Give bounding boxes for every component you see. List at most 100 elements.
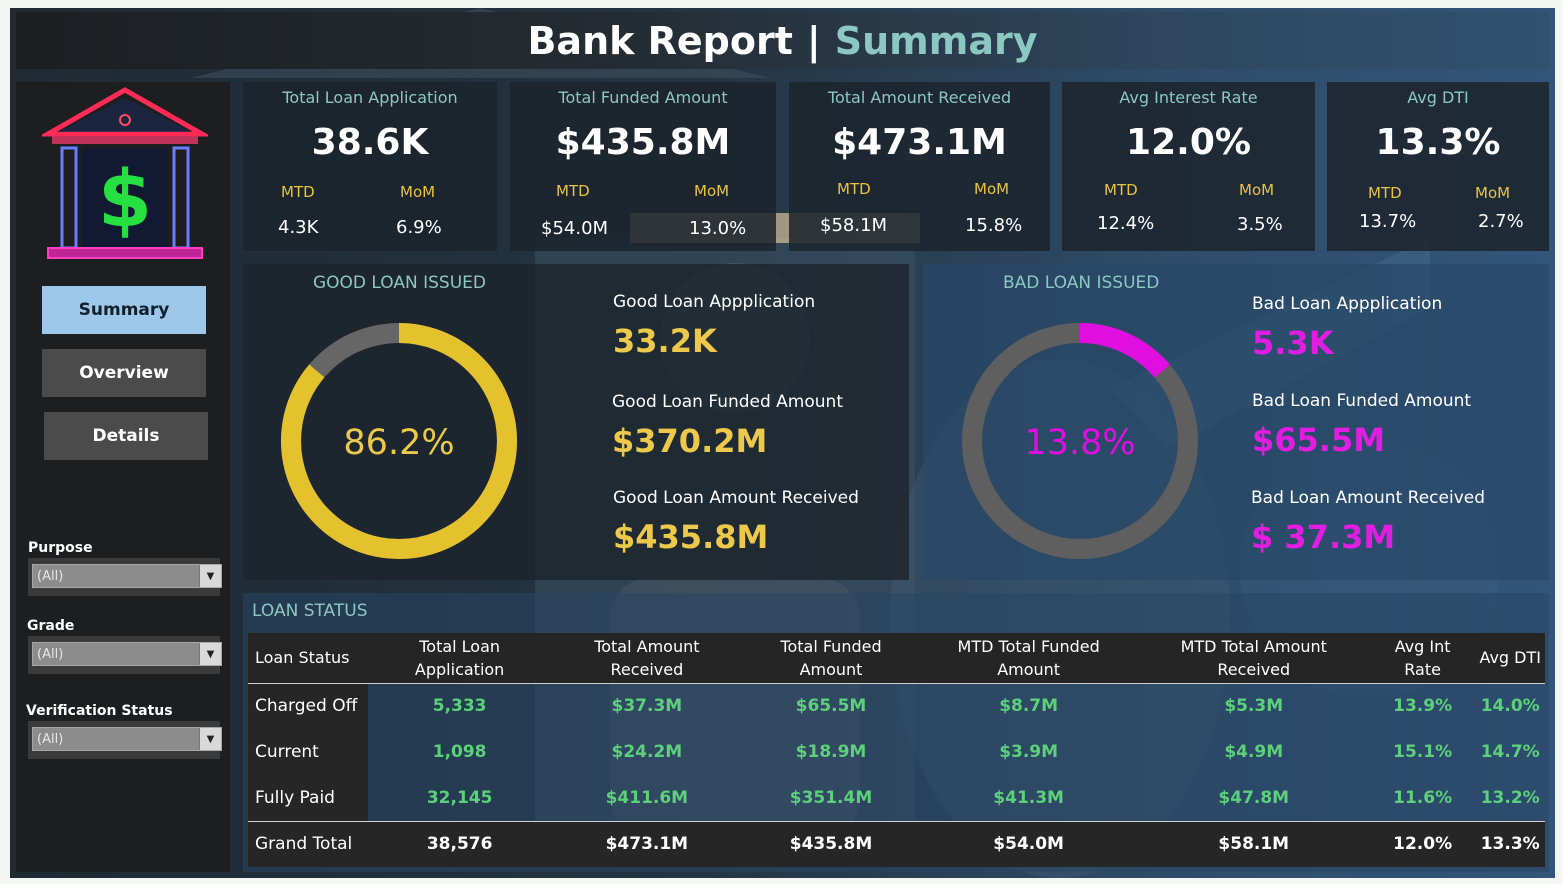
nav-details-button[interactable]: Details — [44, 412, 208, 460]
purpose-select[interactable]: (All) ▼ — [32, 564, 222, 588]
good-application-value: 33.2K — [613, 322, 717, 360]
bad-received-value: $ 37.3M — [1251, 518, 1396, 556]
grade-select[interactable]: (All) ▼ — [32, 642, 222, 666]
verification-filter-label: Verification Status — [26, 703, 173, 719]
bad-loan-donut-arc — [962, 323, 1198, 559]
bad-funded-label: Bad Loan Funded Amount — [1252, 391, 1472, 411]
title-separator: | — [806, 18, 821, 63]
kpi-total-loan-application: Total Loan Application 38.6K MTD MoM 4.3… — [243, 82, 497, 251]
kpi-mom-value: 15.8% — [965, 215, 1023, 236]
bad-loan-title: BAD LOAN ISSUED — [1003, 273, 1160, 293]
kpi-mtd-label: MTD — [556, 182, 590, 200]
kpi-avg-interest-rate: Avg Interest Rate 12.0% MTD MoM 12.4% 3.… — [1062, 82, 1315, 251]
chevron-down-icon[interactable]: ▼ — [199, 565, 221, 587]
table-cell: $41.3M — [993, 787, 1064, 808]
grade-filter: (All) ▼ — [28, 636, 222, 674]
column-header[interactable]: Avg DTI — [1475, 633, 1545, 683]
table-cell: $411.6M — [605, 787, 689, 808]
good-application-label: Good Loan Appplication — [613, 292, 816, 312]
column-header[interactable]: Total Loan Application — [368, 633, 552, 683]
table-cell: $4.9M — [1224, 742, 1284, 762]
bad-application-value: 5.3K — [1252, 324, 1334, 362]
column-header[interactable]: Loan Status — [248, 633, 368, 683]
table-cell: $58.1M — [1137, 820, 1370, 867]
kpi-mtd-label: MTD — [837, 180, 871, 198]
kpi-total-funded-amount: Total Funded Amount $435.8M MTD MoM $54.… — [510, 82, 776, 251]
table-cell: $8.7M — [999, 696, 1059, 717]
kpi-title: Avg DTI — [1407, 88, 1469, 107]
table-cell: $18.9M — [795, 742, 867, 762]
nav-summary-button[interactable]: Summary — [42, 286, 206, 334]
table-cell: $65.5M — [795, 696, 867, 717]
table-row[interactable]: Charged Off 5,333 $37.3M $65.5M $8.7M $5… — [248, 683, 1545, 729]
bad-received-label: Bad Loan Amount Received — [1251, 488, 1485, 508]
table-cell: Fully Paid — [248, 775, 368, 821]
kpi-title: Avg Interest Rate — [1119, 88, 1258, 107]
report-subtitle: Summary — [834, 18, 1038, 63]
verification-select[interactable]: (All) ▼ — [32, 727, 222, 751]
table-cell: $24.2M — [611, 742, 683, 762]
chevron-down-icon[interactable]: ▼ — [199, 728, 221, 750]
table-row[interactable]: Fully Paid 32,145 $411.6M $351.4M $41.3M… — [248, 775, 1545, 821]
kpi-mtd-value: $54.0M — [541, 218, 609, 239]
grade-filter-label: Grade — [27, 618, 75, 634]
table-cell: $3.9M — [999, 742, 1059, 762]
report-title: Bank Report — [527, 18, 793, 63]
kpi-mtd-value: 13.7% — [1359, 211, 1417, 232]
kpi-value: 13.3% — [1375, 122, 1501, 163]
good-funded-label: Good Loan Funded Amount — [612, 392, 843, 412]
table-cell: 5,333 — [432, 696, 487, 717]
loan-status-panel: LOAN STATUS Loan Status Total Loan Appli… — [243, 593, 1549, 872]
kpi-mom-value: 13.0% — [689, 218, 747, 239]
svg-text:$: $ — [98, 155, 152, 245]
kpi-mtd-value: $58.1M — [820, 215, 888, 236]
good-loan-percent: 86.2% — [343, 423, 454, 463]
kpi-mtd-value: 4.3K — [278, 217, 319, 238]
sidebar: $ Summary Overview Details Purpose (All)… — [16, 82, 230, 872]
kpi-mom-label: MoM — [400, 183, 436, 201]
kpi-total-amount-received: Total Amount Received $473.1M MTD MoM $5… — [789, 82, 1050, 251]
table-header-row: Loan Status Total Loan Application Total… — [248, 633, 1545, 683]
column-header[interactable]: Total Funded Amount — [742, 633, 920, 683]
column-header[interactable]: Avg Int Rate — [1369, 633, 1476, 683]
verification-select-value: (All) — [37, 731, 64, 747]
kpi-mom-label: MoM — [694, 182, 730, 200]
bad-loan-panel: BAD LOAN ISSUED 13.8% Bad Loan Appplicat… — [923, 264, 1549, 580]
bad-loan-donut: 13.8% — [962, 323, 1198, 559]
table-cell: 13.3% — [1475, 820, 1545, 867]
verification-filter: (All) ▼ — [28, 721, 222, 759]
table-cell: 1,098 — [432, 742, 487, 762]
chevron-down-icon[interactable]: ▼ — [199, 643, 221, 665]
bank-dollar-icon: $ — [42, 87, 208, 259]
kpi-title: Total Funded Amount — [558, 88, 728, 107]
kpi-mom-value: 6.9% — [396, 217, 442, 238]
table-cell: 13.9% — [1393, 696, 1453, 717]
table-cell: 14.7% — [1480, 742, 1540, 762]
column-header[interactable]: MTD Total Amount Received — [1137, 633, 1370, 683]
kpi-mtd-label: MTD — [1368, 184, 1402, 202]
good-loan-panel: GOOD LOAN ISSUED 86.2% Good Loan Appplic… — [243, 264, 909, 580]
grand-total-row[interactable]: Grand Total 38,576 $473.1M $435.8M $54.0… — [248, 820, 1545, 867]
column-header[interactable]: Total Amount Received — [551, 633, 743, 683]
table-cell: $351.4M — [789, 787, 873, 808]
kpi-mtd-value: 12.4% — [1097, 213, 1155, 234]
nav-overview-button[interactable]: Overview — [42, 349, 206, 397]
kpi-mom-value: 2.7% — [1478, 211, 1524, 232]
kpi-value: $435.8M — [555, 122, 731, 163]
column-header[interactable]: MTD Total Funded Amount — [919, 633, 1138, 683]
purpose-select-value: (All) — [37, 568, 64, 584]
kpi-value: $473.1M — [832, 122, 1007, 163]
table-cell: 15.1% — [1393, 742, 1453, 762]
report-header: Bank Report | Summary — [16, 12, 1549, 69]
table-cell: $54.0M — [919, 820, 1138, 867]
table-cell: 12.0% — [1369, 820, 1476, 867]
good-funded-value: $370.2M — [612, 422, 768, 460]
kpi-title: Total Loan Application — [282, 88, 458, 107]
loan-status-table: Loan Status Total Loan Application Total… — [248, 633, 1545, 867]
table-cell: 32,145 — [426, 787, 493, 808]
table-cell: $37.3M — [611, 696, 683, 717]
loan-status-title: LOAN STATUS — [252, 601, 368, 621]
good-loan-donut-arc — [281, 323, 517, 559]
kpi-mom-value: 3.5% — [1237, 214, 1283, 235]
table-row[interactable]: Current 1,098 $24.2M $18.9M $3.9M $4.9M … — [248, 729, 1545, 775]
